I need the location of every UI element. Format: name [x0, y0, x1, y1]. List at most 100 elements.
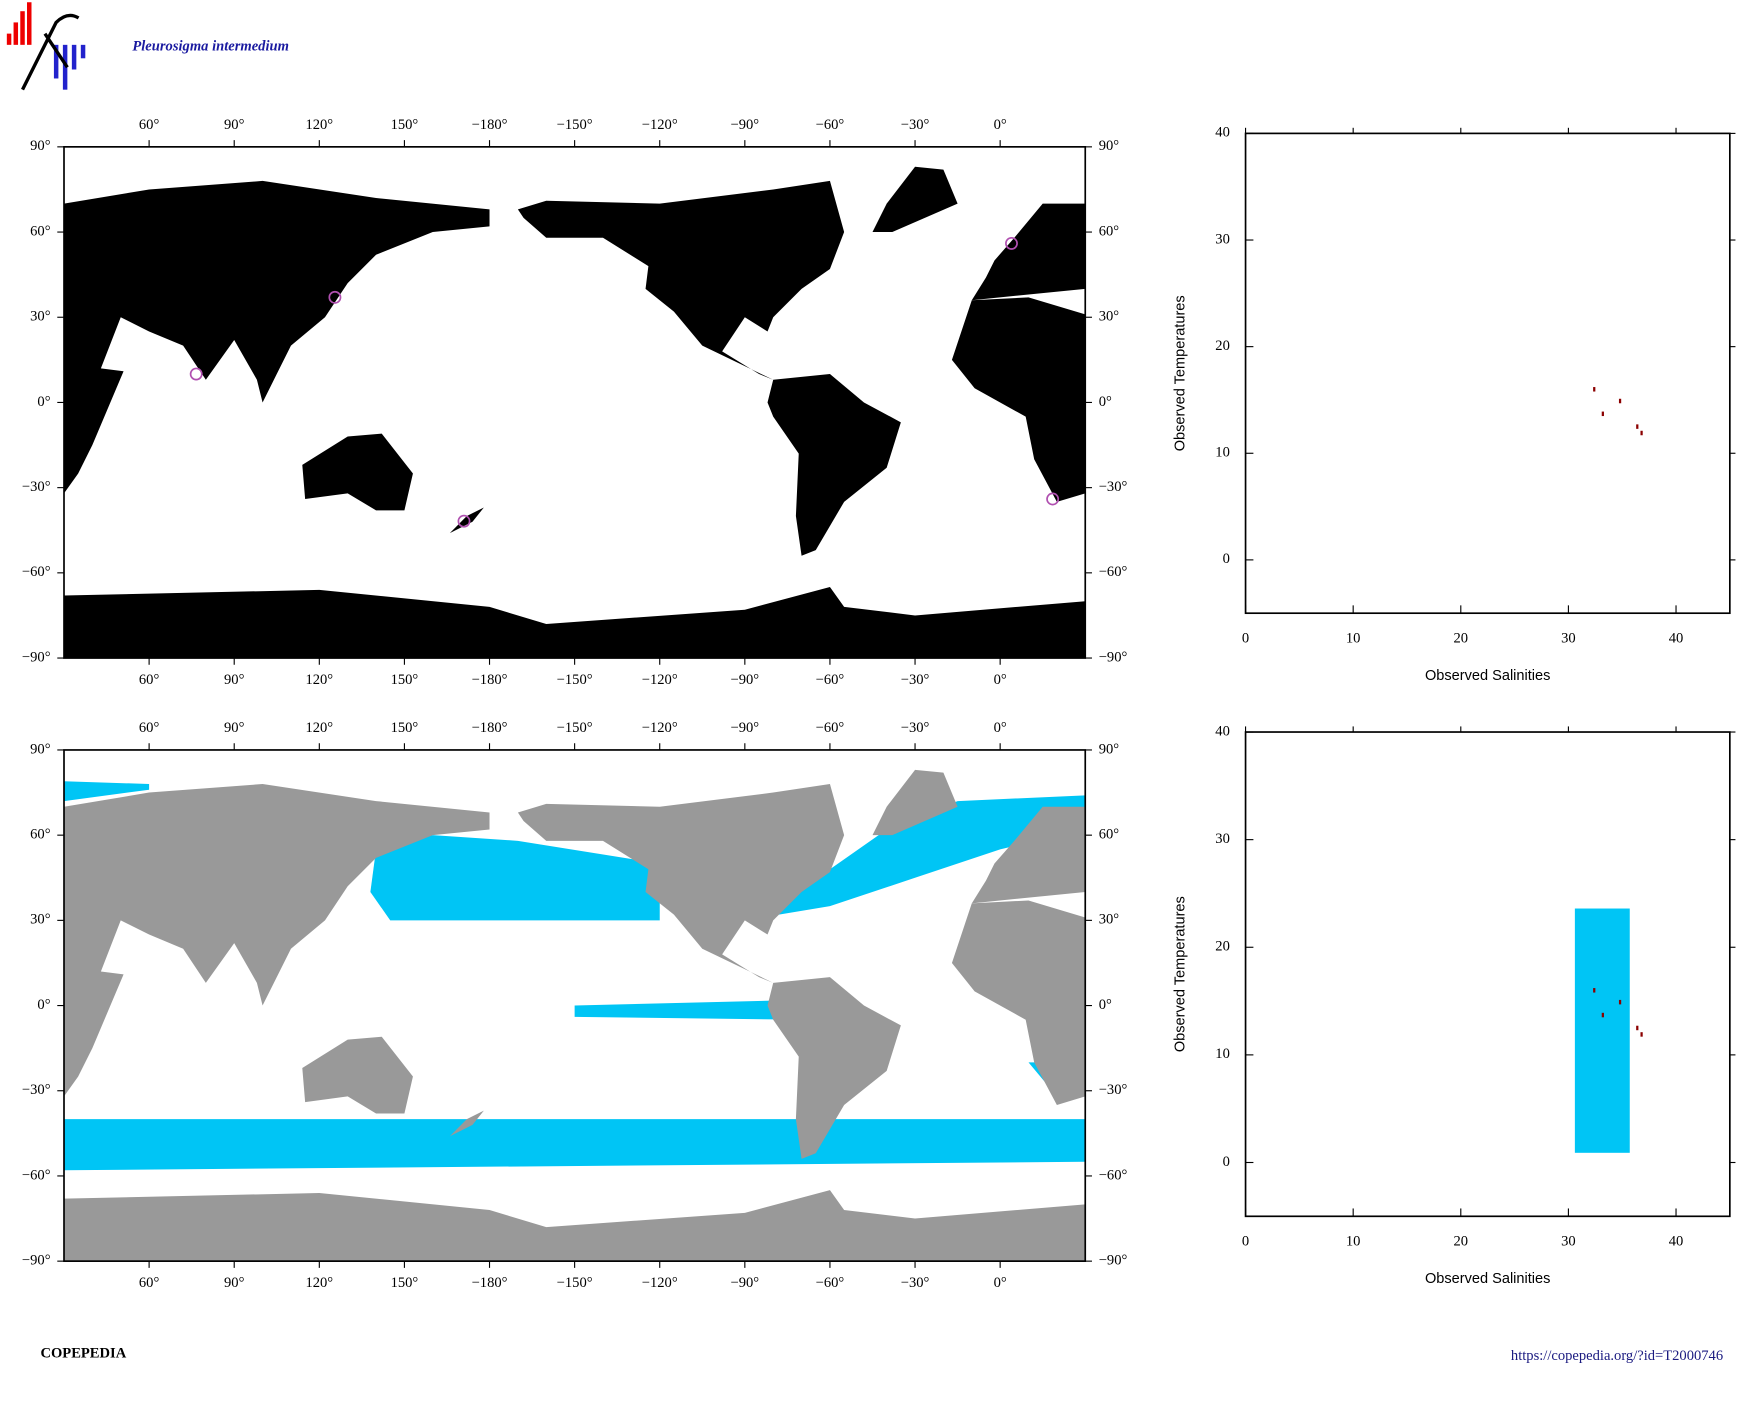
x-tick-label: −90° — [731, 720, 760, 736]
y-tick-label: 30° — [30, 309, 51, 325]
y-tick-label: 0 — [1223, 1154, 1230, 1170]
y-tick-label: 0° — [37, 394, 50, 410]
y-tick-label: 0° — [37, 997, 50, 1013]
point — [1618, 999, 1622, 1005]
y-tick-label: −30° — [22, 479, 51, 495]
y-tick-label: 30 — [1215, 231, 1230, 247]
x-axis-label: Observed Salinities — [1425, 1271, 1550, 1287]
point — [1618, 398, 1622, 404]
y-axis-label: Observed Temperatures — [1172, 295, 1188, 451]
x-tick-label: 120° — [305, 720, 333, 736]
y-tick-label: 30° — [1099, 912, 1120, 928]
y-tick-label: 60° — [30, 827, 51, 843]
x-tick-label: 150° — [391, 117, 419, 133]
y-tick-label: 30° — [1099, 309, 1120, 325]
x-tick-label: −180° — [472, 720, 508, 736]
x-tick-label: −150° — [557, 720, 593, 736]
y-tick-label: 60° — [1099, 827, 1120, 843]
x-tick-label: 0° — [994, 672, 1007, 688]
y-tick-label: 20 — [1215, 939, 1230, 955]
point — [1636, 1025, 1639, 1031]
x-tick-label: −60° — [816, 117, 845, 133]
x-tick-label: 30 — [1561, 1233, 1576, 1249]
x-tick-label: 120° — [305, 672, 333, 688]
occurrence — [189, 367, 203, 381]
x-tick-label: 150° — [391, 720, 419, 736]
logo — [6, 2, 86, 91]
x-tick-label: −150° — [557, 1275, 593, 1291]
x-tick-label: −150° — [557, 117, 593, 133]
y-tick-label: 10 — [1215, 445, 1230, 461]
y-tick-label: −60° — [22, 1167, 51, 1183]
y-tick-label: 0° — [1099, 997, 1112, 1013]
y-tick-label: 0° — [1099, 394, 1112, 410]
x-tick-label: −120° — [642, 117, 678, 133]
y-tick-label: 60° — [30, 223, 51, 239]
x-tick-label: −180° — [472, 1275, 508, 1291]
x-tick-label: −120° — [642, 672, 678, 688]
y-tick-label: 20 — [1215, 338, 1230, 354]
y-tick-label: 90° — [1099, 138, 1120, 154]
y-axis-label: Observed Temperatures — [1172, 896, 1188, 1052]
x-tick-label: 40 — [1669, 1233, 1684, 1249]
x-tick-label: −90° — [731, 1275, 760, 1291]
x-tick-label: −60° — [816, 720, 845, 736]
x-tick-label: 150° — [391, 1275, 419, 1291]
x-tick-label: 40 — [1669, 630, 1684, 646]
point — [1640, 430, 1643, 436]
x-tick-label: 0° — [994, 117, 1007, 133]
occurrence — [457, 514, 471, 528]
y-tick-label: 90° — [30, 138, 51, 154]
y-tick-label: −60° — [1099, 564, 1128, 580]
x-tick-label: 90° — [224, 672, 245, 688]
y-tick-label: 90° — [1099, 741, 1120, 757]
x-tick-label: −90° — [731, 117, 760, 133]
x-tick-label: −30° — [901, 672, 930, 688]
x-tick-label: −30° — [901, 1275, 930, 1291]
x-tick-label: 0 — [1242, 630, 1249, 646]
point — [1601, 1012, 1604, 1018]
point — [1593, 387, 1596, 392]
point — [1593, 988, 1596, 993]
x-tick-label: 20 — [1454, 630, 1469, 646]
y-tick-label: 40 — [1215, 723, 1230, 739]
y-tick-label: 10 — [1215, 1046, 1230, 1062]
occurrence — [1005, 236, 1018, 250]
x-tick-label: −180° — [472, 672, 508, 688]
x-tick-label: 120° — [305, 1275, 333, 1291]
y-tick-label: −30° — [1099, 1082, 1128, 1098]
x-tick-label: 30 — [1561, 630, 1576, 646]
x-tick-label: −60° — [816, 672, 845, 688]
x-tick-label: −60° — [816, 1275, 845, 1291]
x-tick-label: 60° — [139, 720, 160, 736]
x-tick-label: 90° — [224, 117, 245, 133]
x-tick-label: 120° — [305, 117, 333, 133]
x-tick-label: 10 — [1346, 1233, 1361, 1249]
tolerance-range — [1574, 908, 1630, 1153]
x-tick-label: −120° — [642, 1275, 678, 1291]
x-tick-label: 60° — [139, 672, 160, 688]
occurrence — [1046, 492, 1060, 506]
y-tick-label: −30° — [22, 1082, 51, 1098]
brand: COPEPEDIA — [40, 1346, 126, 1362]
url: https://copepedia.org/?id=T2000746 — [1511, 1348, 1723, 1364]
x-tick-label: 0° — [994, 1275, 1007, 1291]
x-tick-label: 0 — [1242, 1233, 1249, 1249]
page-title: Pleurosigma intermedium — [132, 38, 289, 54]
occurrence — [328, 290, 342, 304]
x-tick-label: −30° — [901, 720, 930, 736]
y-tick-label: −30° — [1099, 479, 1128, 495]
x-tick-label: −180° — [472, 117, 508, 133]
y-tick-label: 60° — [1099, 223, 1120, 239]
point — [1640, 1032, 1643, 1037]
x-tick-label: 90° — [224, 1275, 245, 1291]
x-axis-label: Observed Salinities — [1425, 668, 1550, 684]
y-tick-label: −90° — [22, 649, 51, 665]
x-tick-label: 60° — [139, 1275, 160, 1291]
x-tick-label: 20 — [1454, 1233, 1469, 1249]
point — [1636, 424, 1639, 429]
x-tick-label: 10 — [1346, 630, 1361, 646]
x-tick-label: 60° — [139, 117, 160, 133]
